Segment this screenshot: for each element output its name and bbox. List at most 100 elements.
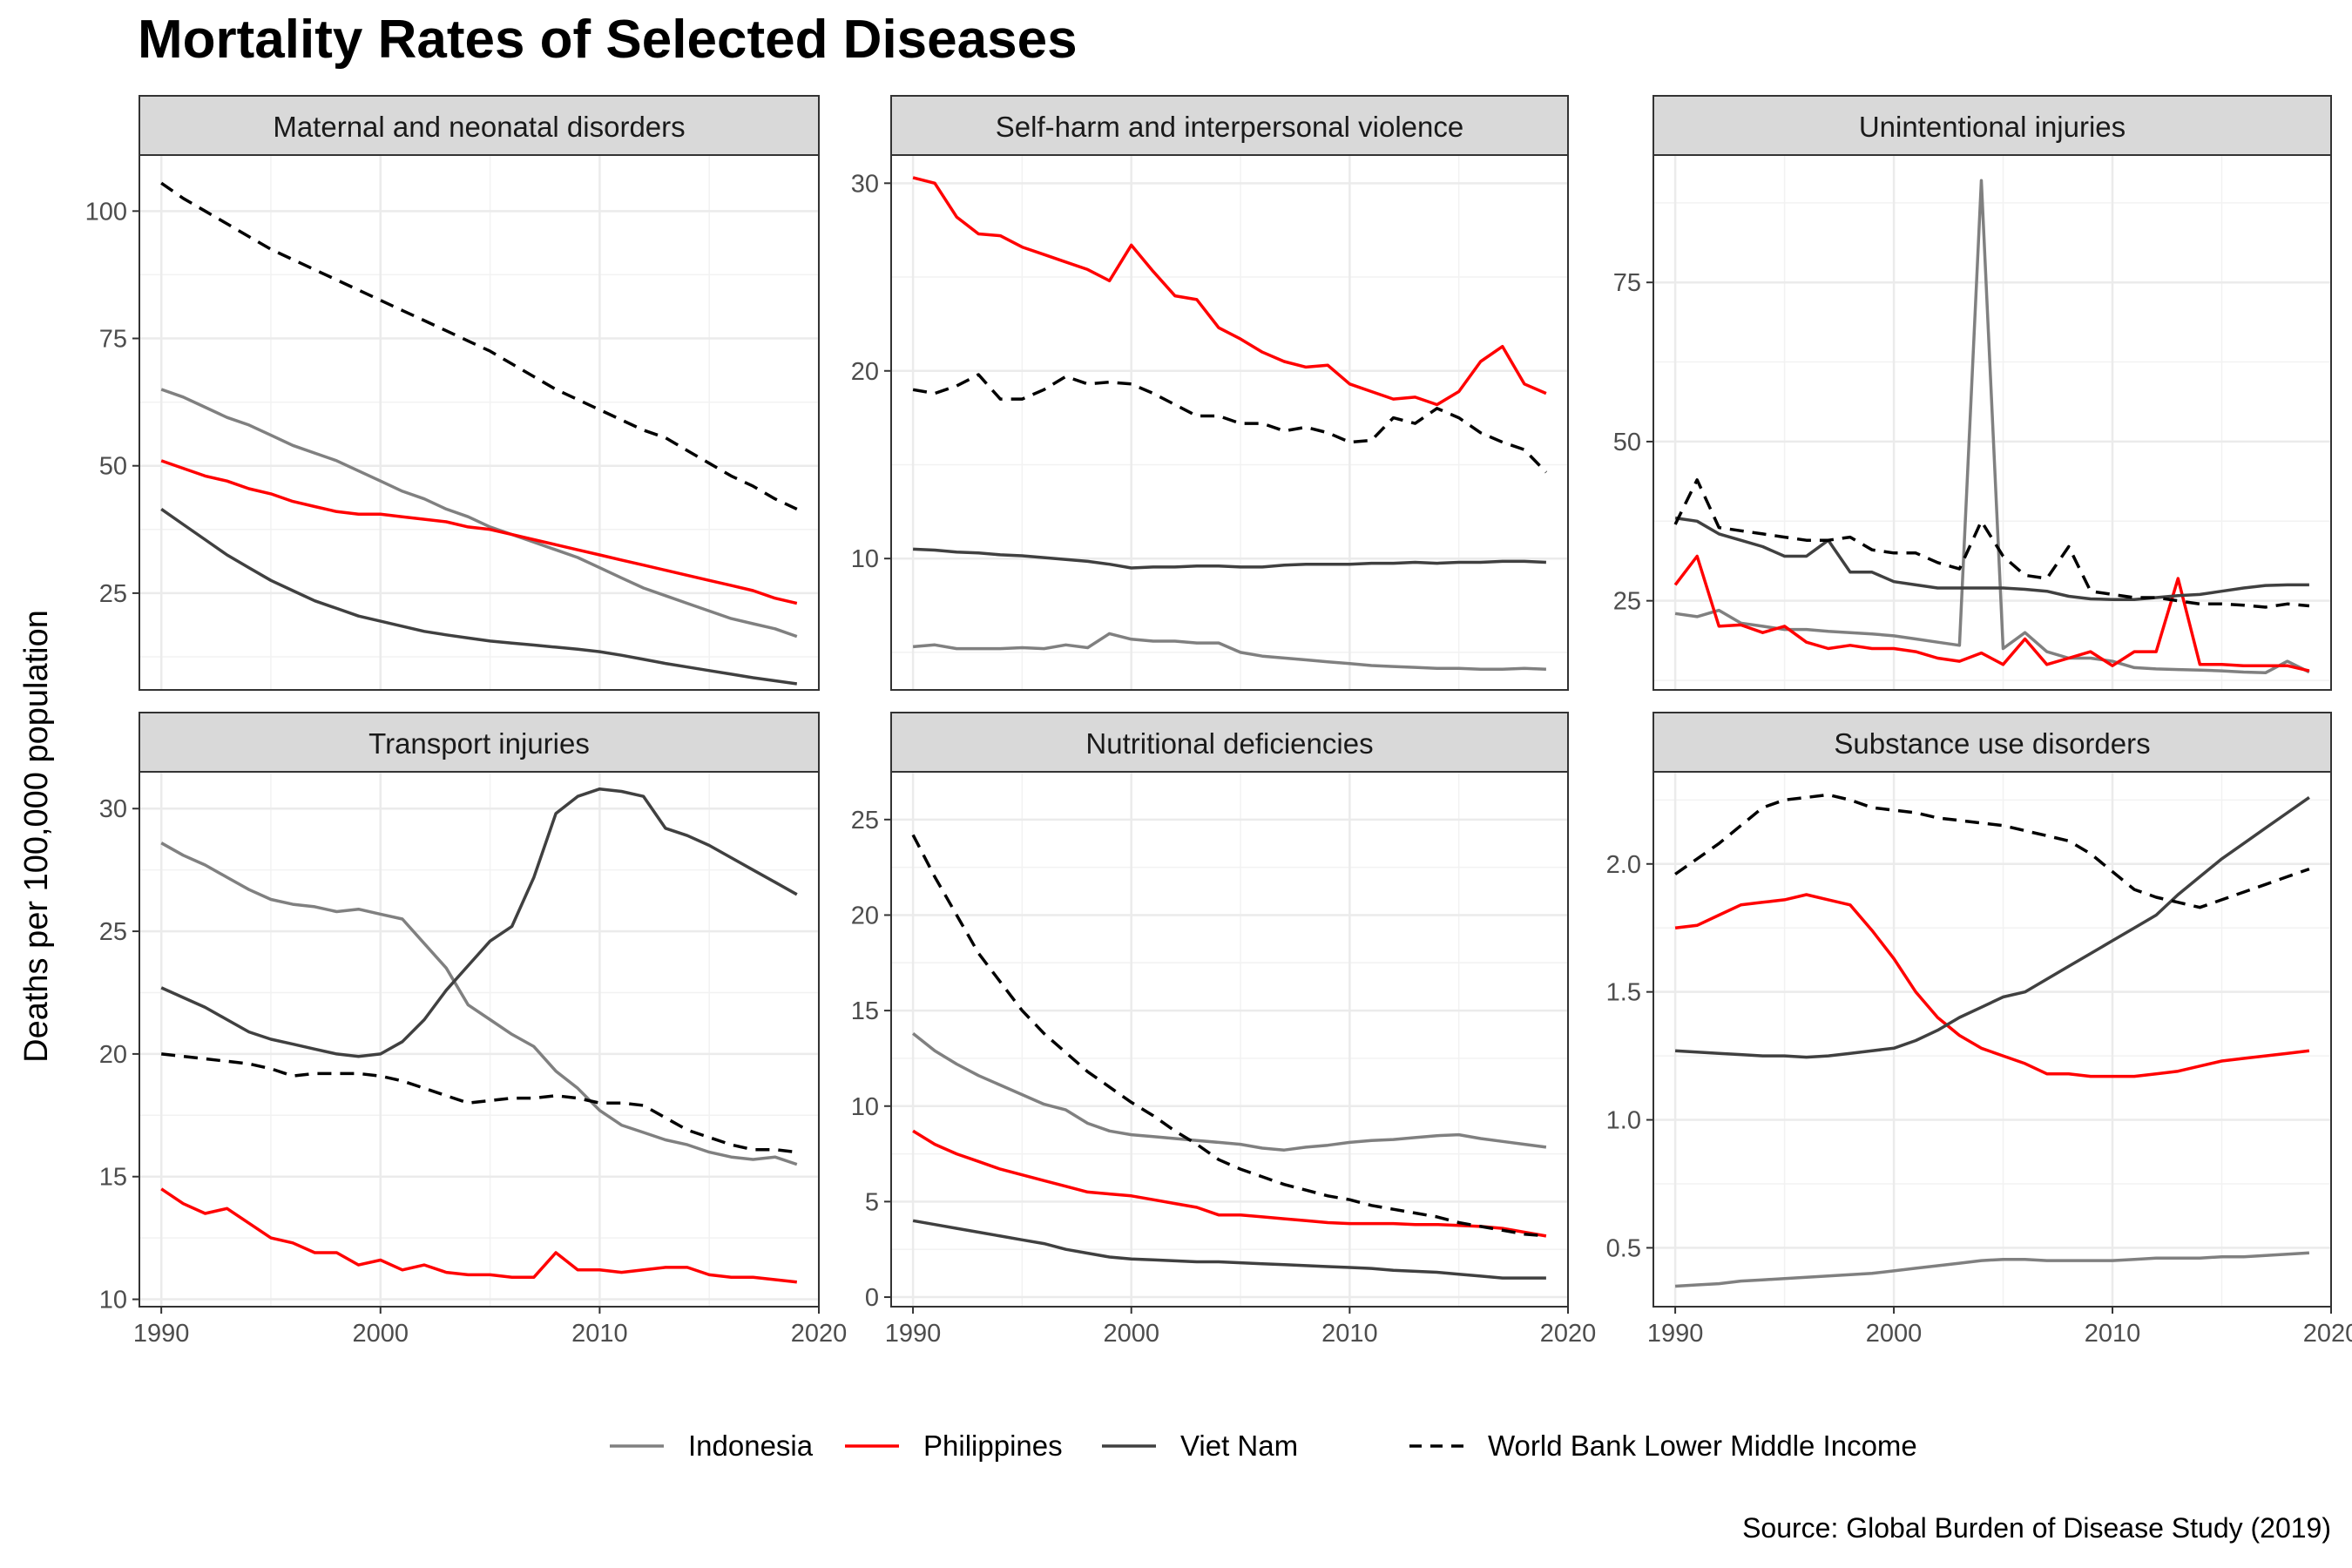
panel-border [139, 771, 820, 1308]
series-line-philippines [1674, 893, 2310, 1078]
series-line-indonesia [160, 841, 798, 1166]
y-tick-label: 5 [865, 1188, 879, 1216]
x-tick-label: 1990 [1647, 1320, 1704, 1348]
gridlines [1653, 772, 2331, 1307]
gridlines [891, 155, 1568, 690]
facet-strip [139, 95, 820, 156]
y-tick-label: 1.5 [1606, 979, 1641, 1007]
legend: Indonesia Philippines Viet Nam World Bank L… [610, 1429, 1917, 1462]
y-axis-label: Deaths per 100,000 population [18, 610, 55, 1063]
panel-maternal-and-neonatal-disorders: Maternal and neonatal disorders 25 50 75 100 [85, 95, 820, 691]
panel-border [890, 154, 1569, 691]
source-caption: Source: Global Burden of Disease Study (… [1742, 1512, 2331, 1544]
series-line-indonesia [1674, 179, 2310, 675]
series-line-world-bank-lower-middle-income [160, 181, 798, 510]
facet-strip [1652, 712, 2332, 773]
series-line-indonesia [912, 1032, 1547, 1152]
series-line-philippines [912, 176, 1547, 407]
series-line-world-bank-lower-middle-income [161, 1052, 798, 1154]
series-line-viet-nam [1674, 795, 2310, 1059]
panel-border [1652, 154, 2332, 691]
plot-area [139, 155, 819, 690]
y-tick-label: 20 [851, 902, 879, 929]
series-line-philippines [160, 1187, 797, 1284]
series-line-philippines [912, 1129, 1547, 1238]
facet-strip [890, 95, 1569, 156]
y-tick-label: 50 [99, 453, 127, 481]
series-group [912, 176, 1548, 672]
series-line-philippines [160, 459, 798, 605]
panel-border [139, 154, 820, 691]
x-tick-label: 2010 [2085, 1320, 2141, 1348]
series-group [1674, 793, 2310, 1288]
series-group [160, 181, 798, 686]
legend-label: Indonesia [688, 1429, 814, 1462]
series-line-indonesia [1674, 1251, 2310, 1288]
series-line-viet-nam [913, 547, 1546, 570]
legend-label: Philippines [923, 1429, 1063, 1462]
series-line-viet-nam [160, 507, 798, 686]
series-line-world-bank-lower-middle-income [1673, 478, 2310, 609]
facet-title: Maternal and neonatal disorders [273, 111, 685, 143]
x-tick-label: 1990 [133, 1320, 190, 1348]
y-tick-label: 0 [865, 1284, 879, 1312]
plot-area [891, 155, 1568, 690]
facet-strip [890, 712, 1569, 773]
legend-label: World Bank Lower Middle Income [1488, 1429, 1917, 1462]
y-tick-label: 100 [85, 198, 127, 226]
legend-item-viet-nam: Viet Nam [1102, 1429, 1298, 1462]
panel-border [1652, 771, 2332, 1308]
y-tick-label: 20 [851, 358, 879, 386]
facet-title: Self-harm and interpersonal violence [996, 111, 1463, 143]
x-tick-label: 2010 [1321, 1320, 1378, 1348]
series-group [160, 787, 798, 1284]
gridlines [139, 155, 819, 690]
series-line-indonesia [160, 388, 798, 639]
x-tick-label: 2000 [1103, 1320, 1159, 1348]
legend-label: Viet Nam [1180, 1429, 1298, 1462]
chart-title: Mortality Rates of Selected Diseases [138, 10, 1078, 70]
facet-title: Nutritional deficiencies [1085, 727, 1373, 760]
y-tick-label: 10 [851, 545, 879, 573]
series-line-philippines [1673, 554, 2310, 672]
y-tick-label: 25 [1613, 588, 1641, 616]
series-group [1673, 179, 2310, 675]
facet-strip [139, 712, 820, 773]
y-tick-label: 10 [99, 1287, 127, 1315]
x-tick-label: 2020 [1540, 1320, 1597, 1348]
x-tick-label: 2010 [571, 1320, 628, 1348]
panel-border [890, 771, 1569, 1308]
facet-title: Unintentional injuries [1859, 111, 2126, 143]
x-tick-label: 2020 [2303, 1320, 2352, 1348]
series-line-viet-nam [160, 787, 798, 1058]
y-tick-label: 15 [851, 997, 879, 1025]
legend-item-indonesia: Indonesia [610, 1429, 814, 1462]
y-tick-label: 75 [1613, 269, 1641, 297]
facet-strip [1652, 95, 2332, 156]
y-tick-label: 20 [99, 1041, 127, 1069]
y-tick-label: 50 [1613, 429, 1641, 456]
series-line-viet-nam [1674, 516, 2309, 601]
y-tick-label: 0.5 [1606, 1234, 1641, 1262]
facet-title: Transport injuries [368, 727, 590, 760]
legend-item-philippines: Philippines [845, 1429, 1063, 1462]
facet-title: Substance use disorders [1834, 727, 2150, 760]
gridlines [139, 772, 819, 1307]
y-tick-label: 25 [99, 918, 127, 946]
legend-item-world-bank-lower-middle-income: World Bank Lower Middle Income [1409, 1429, 1917, 1462]
y-tick-label: 25 [851, 807, 879, 835]
y-tick-label: 2.0 [1606, 851, 1641, 879]
x-tick-label: 1990 [885, 1320, 942, 1348]
plot-area [891, 772, 1568, 1307]
panel-substance-use-disorders: Substance use disorders 0.5 1.0 1.5 2.0 1990 2… [1606, 712, 2352, 1348]
gridlines [891, 772, 1568, 1307]
y-tick-label: 15 [99, 1164, 127, 1192]
panel-unintentional-injuries: Unintentional injuries 25 50 75 [1613, 95, 2332, 691]
series-line-world-bank-lower-middle-income [1674, 793, 2310, 909]
x-tick-label: 2020 [791, 1320, 848, 1348]
series-group [911, 834, 1547, 1280]
panel-transport-injuries: Transport injuries 10 15 20 25 30 1990 2000 2010… [99, 712, 848, 1348]
series-line-indonesia [912, 632, 1546, 672]
y-tick-label: 1.0 [1606, 1107, 1641, 1135]
